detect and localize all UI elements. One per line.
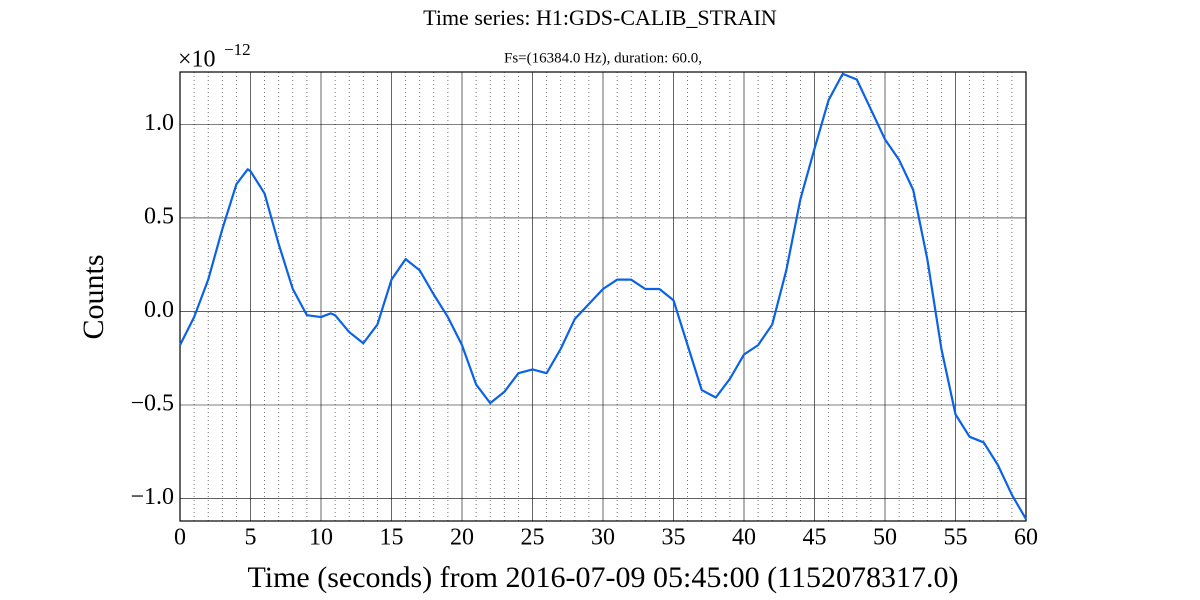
x-tick-label: 0	[174, 525, 186, 551]
x-tick-label: 35	[662, 525, 686, 551]
chart-subtitle: Fs=(16384.0 Hz), duration: 60.0,	[504, 50, 702, 66]
x-tick-label: 20	[450, 525, 474, 551]
y-offset-exponent: −12	[224, 40, 251, 59]
x-tick-label: 40	[732, 525, 756, 551]
plot-frame	[179, 71, 1027, 522]
x-tick-label: 15	[380, 525, 404, 551]
x-tick-label: 55	[944, 525, 968, 551]
x-tick-label: 60	[1014, 525, 1038, 551]
y-tick-label: −0.5	[130, 391, 174, 417]
y-tick-label: −1.0	[130, 484, 174, 510]
x-tick-label: 10	[309, 525, 333, 551]
chart-title: Time series: H1:GDS-CALIB_STRAIN	[423, 5, 777, 30]
x-tick-label: 30	[591, 525, 615, 551]
x-tick-label: 5	[245, 525, 257, 551]
data-line	[179, 72, 1027, 520]
x-tick-label: 45	[803, 525, 827, 551]
x-tick-label: 25	[521, 525, 545, 551]
y-axis-label: Counts	[77, 254, 110, 339]
x-tick-label: 50	[873, 525, 897, 551]
x-axis-label: Time (seconds) from 2016-07-09 05:45:00 …	[247, 561, 958, 594]
y-tick-label: 0.5	[144, 203, 174, 229]
y-offset-base: ×10	[178, 47, 216, 73]
y-tick-label: 0.0	[144, 297, 174, 323]
y-tick-label: 1.0	[144, 110, 174, 136]
